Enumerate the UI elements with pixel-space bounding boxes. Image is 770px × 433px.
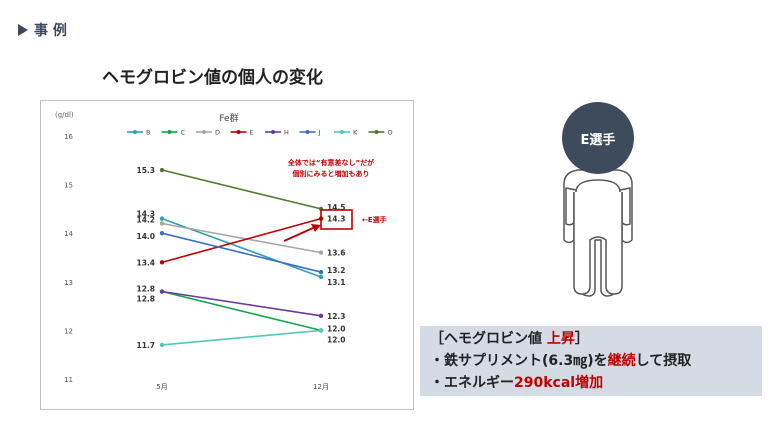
data-label-K-dec: 12.0 — [327, 335, 346, 344]
summary-line-2-b: 継続 — [607, 353, 636, 369]
legend-marker-H — [271, 130, 275, 134]
data-label-E-may: 13.4 — [136, 258, 155, 267]
athlete-figure: E選手 — [548, 100, 648, 300]
legend-label-E: E — [250, 129, 254, 137]
point-B-dec — [318, 274, 324, 280]
point-D-may — [159, 221, 165, 226]
summary-line-1-b: 上昇 — [546, 331, 575, 347]
point-O-may — [159, 167, 165, 173]
legend-marker-K — [340, 130, 344, 134]
legs-line — [573, 192, 623, 295]
legend-label-K: K — [353, 129, 358, 137]
y-tick-label: 15 — [64, 182, 73, 190]
legend-marker-B — [133, 130, 137, 134]
summary-line-3-b: 290kcal増加 — [514, 375, 604, 391]
summary-line-1-a: ［ヘモグロビン値 — [430, 331, 547, 347]
summary-line-2: ・鉄サプリメント(6.3㎎)を継続して摂取 — [430, 350, 762, 372]
series-line-O — [161, 169, 322, 210]
data-label-J-may: 14.0 — [136, 232, 155, 241]
point-K-dec — [318, 328, 324, 333]
data-label-O-dec: 14.5 — [327, 203, 346, 212]
legend-marker-J — [305, 130, 310, 134]
person-head — [562, 102, 634, 174]
section-label: 事 例 — [34, 23, 67, 39]
x-tick-label: 12月 — [313, 383, 329, 391]
y-tick-label: 13 — [64, 279, 73, 287]
triangle-icon — [18, 24, 28, 36]
data-label-B-may: 14.3 — [136, 210, 155, 219]
legend-marker-C — [167, 130, 172, 134]
summary-line-2-c: して摂取 — [635, 353, 692, 369]
point-H-may — [159, 289, 165, 294]
y-tick-label: 16 — [64, 133, 73, 141]
callout-label: ←E選手 — [362, 215, 387, 224]
chart-svg: Fe群 (g/dl) B C D E H J K O 11 12 13 14 15 16 5月 12月 1… — [55, 111, 393, 391]
x-axis-ticks: 5月 12月 — [156, 383, 329, 391]
point-E-may — [159, 260, 165, 265]
data-label-E-dec: 14.3 — [327, 215, 346, 224]
legend-label-B: B — [146, 129, 150, 137]
legend-marker-E — [236, 130, 241, 134]
series-line-H — [161, 290, 322, 317]
point-B-may — [159, 216, 165, 221]
data-label-C-dec: 12.0 — [327, 324, 346, 333]
legend-label-O: O — [388, 129, 393, 137]
data-label-H-dec: 12.3 — [327, 312, 346, 321]
series-points — [159, 167, 324, 348]
annotation-line-1: 全体では“有意差なし”だが — [287, 158, 374, 167]
hemoglobin-chart: Fe群 (g/dl) B C D E H J K O 11 12 13 14 15 16 5月 12月 1… — [40, 100, 414, 410]
series-line-D — [161, 222, 322, 254]
data-label-C-may: 12.8 — [136, 295, 155, 304]
result-summary-box: ［ヘモグロビン値 上昇］ ・鉄サプリメント(6.3㎎)を継続して摂取 ・エネルギ… — [420, 326, 762, 396]
increase-arrow-head — [311, 224, 321, 232]
legend-label-H: H — [284, 129, 289, 137]
slide-title: ヘモグロビン値の個人の変化 — [102, 68, 323, 88]
point-H-dec — [318, 313, 324, 319]
section-header: 事 例 — [18, 20, 67, 40]
chart-title: Fe群 — [219, 112, 238, 124]
legend-label-C: C — [181, 129, 186, 137]
data-label-K-may: 11.7 — [136, 341, 155, 350]
annotation-line-2: 個別にみると増加もあり — [292, 169, 370, 178]
point-D-dec — [318, 250, 324, 255]
series-line-J — [161, 232, 322, 273]
y-axis-label: (g/dl) — [55, 111, 74, 119]
data-label-H-may: 12.8 — [136, 285, 155, 294]
summary-line-1: ［ヘモグロビン値 上昇］ — [430, 328, 762, 350]
point-J-may — [159, 231, 165, 236]
summary-line-2-a: ・鉄サプリメント(6.3㎎)を — [430, 353, 608, 369]
legend-marker-O — [374, 130, 379, 134]
legend-label-J: J — [318, 129, 321, 137]
legend-label-D: D — [215, 129, 220, 137]
data-labels: 14.3 13.1 12.8 12.0 14.2 13.6 13.4 14.3 12.8 12.3… — [136, 166, 345, 350]
data-label-O-may: 15.3 — [136, 166, 155, 175]
summary-line-1-c: ］ — [574, 331, 589, 347]
summary-line-3: ・エネルギー290kcal増加 — [430, 372, 762, 394]
summary-line-3-a: ・エネルギー — [430, 375, 514, 391]
series-line-K — [161, 329, 322, 346]
y-tick-label: 12 — [64, 327, 73, 335]
x-tick-label: 5月 — [156, 383, 167, 391]
y-tick-label: 11 — [64, 376, 73, 384]
y-axis-ticks: 11 12 13 14 15 16 — [64, 133, 73, 384]
series-line-E — [161, 217, 322, 264]
data-label-J-dec: 13.2 — [327, 266, 346, 275]
data-label-D-dec: 13.6 — [327, 249, 346, 258]
legend-marker-D — [202, 130, 206, 134]
point-J-dec — [318, 269, 324, 275]
person-icon: E選手 — [562, 102, 634, 297]
y-tick-label: 14 — [64, 230, 73, 238]
callout-box — [320, 209, 353, 230]
increase-arrow-line — [283, 227, 314, 242]
series-line-C — [161, 290, 322, 332]
person-label: E選手 — [581, 132, 616, 148]
point-K-may — [159, 342, 165, 348]
data-label-D-may: 14.2 — [136, 215, 155, 224]
data-label-B-dec: 13.1 — [327, 278, 346, 287]
series-lines — [161, 169, 322, 346]
